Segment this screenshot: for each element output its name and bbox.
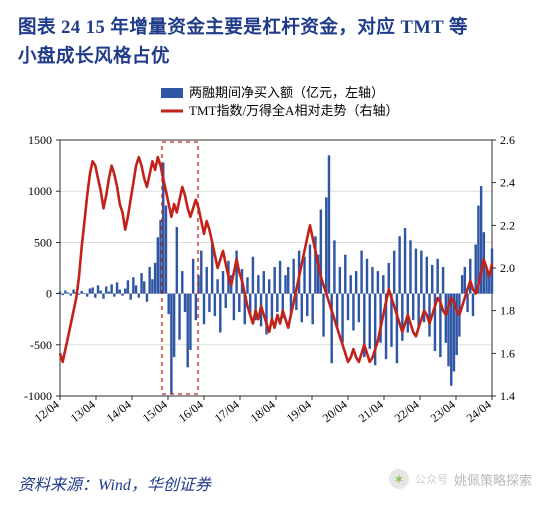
- svg-text:TMT指数/万得全A相对走势（右轴）: TMT指数/万得全A相对走势（右轴）: [189, 103, 398, 118]
- svg-text:1.8: 1.8: [500, 304, 515, 318]
- svg-text:22/04: 22/04: [392, 397, 422, 425]
- svg-text:18/04: 18/04: [248, 397, 278, 425]
- chart-title: 图表 24 15 年增量资金主要是杠杆资金，对应 TMT 等 小盘成长风格占优: [0, 0, 550, 79]
- svg-text:2.0: 2.0: [500, 261, 515, 275]
- source-text: 资料来源：Wind，华创证券: [18, 477, 211, 494]
- chart-svg: -1000-5000500100015001.41.61.82.02.22.42…: [0, 82, 550, 452]
- svg-text:19/04: 19/04: [284, 397, 314, 425]
- title-line1: 15 年增量资金主要是杠杆资金，对应 TMT 等: [81, 18, 468, 38]
- svg-text:20/04: 20/04: [320, 397, 350, 425]
- svg-text:500: 500: [34, 235, 52, 249]
- svg-text:15/04: 15/04: [140, 397, 170, 425]
- svg-text:1.4: 1.4: [500, 389, 515, 403]
- title-prefix: 图表 24: [18, 18, 81, 38]
- svg-text:23/04: 23/04: [428, 397, 458, 425]
- svg-text:-500: -500: [30, 338, 52, 352]
- source-label: 资料来源：Wind，华创证券: [18, 471, 211, 495]
- wechat-icon: ✶: [389, 469, 409, 489]
- svg-text:1000: 1000: [28, 184, 52, 198]
- svg-text:2.6: 2.6: [500, 133, 515, 147]
- svg-text:1.6: 1.6: [500, 346, 515, 360]
- svg-text:14/04: 14/04: [104, 397, 134, 425]
- chart-area: -1000-5000500100015001.41.61.82.02.22.42…: [0, 82, 550, 452]
- title-line2: 小盘成长风格占优: [18, 47, 170, 67]
- svg-text:24/04: 24/04: [464, 397, 494, 425]
- svg-text:2.4: 2.4: [500, 176, 515, 190]
- watermark-account: 姚佩策略探索: [454, 470, 532, 489]
- svg-text:0: 0: [46, 287, 52, 301]
- svg-text:13/04: 13/04: [68, 397, 98, 425]
- watermark-platform: 公众号: [415, 471, 448, 487]
- svg-text:两融期间净买入额（亿元，左轴）: 两融期间净买入额（亿元，左轴）: [189, 85, 384, 100]
- watermark: ✶ 公众号 姚佩策略探索: [389, 469, 532, 489]
- svg-text:17/04: 17/04: [212, 397, 242, 425]
- svg-text:21/04: 21/04: [356, 397, 386, 425]
- svg-text:2.2: 2.2: [500, 218, 515, 232]
- svg-text:1500: 1500: [28, 133, 52, 147]
- svg-text:16/04: 16/04: [176, 397, 206, 425]
